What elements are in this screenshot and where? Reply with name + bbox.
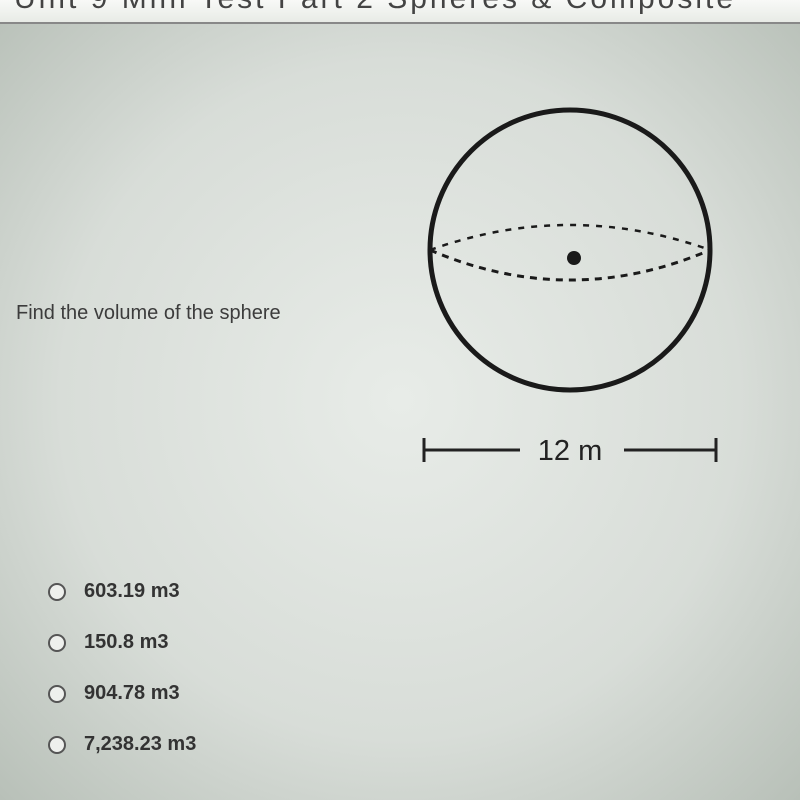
question-prompt: Find the volume of the sphere [16, 302, 281, 325]
header-partial-text: Unit 9 Mini Test Part 2 Spheres & Compos… [14, 0, 736, 16]
dimension-indicator: 12 m [410, 430, 730, 470]
option-label: 904.78 m3 [84, 682, 180, 705]
option-0[interactable]: 603.19 m3 [48, 580, 196, 603]
option-1[interactable]: 150.8 m3 [48, 631, 196, 654]
dimension-label: 12 m [538, 435, 602, 467]
sphere-center-dot [567, 251, 581, 265]
option-3[interactable]: 7,238.23 m3 [48, 733, 196, 756]
option-label: 150.8 m3 [84, 631, 169, 654]
radio-icon [48, 583, 66, 601]
option-2[interactable]: 904.78 m3 [48, 682, 196, 705]
sphere-outline [430, 110, 710, 390]
sphere-equator-back [430, 225, 710, 250]
option-label: 603.19 m3 [84, 580, 180, 603]
radio-icon [48, 634, 66, 652]
answer-options: 603.19 m3 150.8 m3 904.78 m3 7,238.23 m3 [48, 580, 196, 784]
radio-icon [48, 685, 66, 703]
header-fragment: Unit 9 Mini Test Part 2 Spheres & Compos… [0, 0, 800, 24]
option-label: 7,238.23 m3 [84, 733, 196, 756]
sphere-diagram [420, 100, 720, 400]
radio-icon [48, 736, 66, 754]
